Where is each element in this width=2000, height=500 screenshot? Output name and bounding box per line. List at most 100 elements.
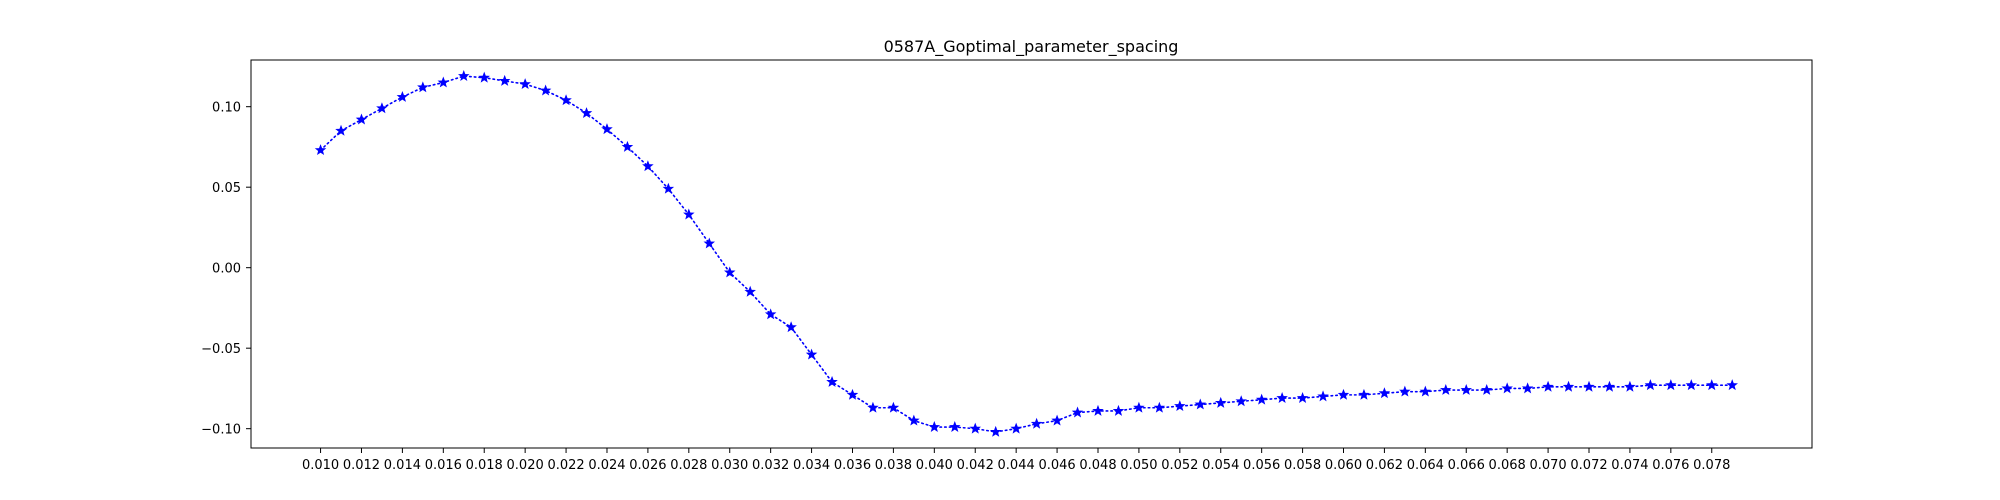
x-tick-label: 0.056 — [1243, 458, 1280, 473]
data-point-marker — [1317, 390, 1329, 402]
data-point-marker — [396, 90, 409, 102]
x-tick-label: 0.068 — [1489, 458, 1526, 473]
data-point-marker — [1440, 383, 1452, 395]
data-point-marker — [1624, 380, 1636, 392]
data-point-marker — [785, 321, 797, 333]
data-point-marker — [1071, 406, 1084, 418]
y-tick-label: 0.05 — [212, 181, 241, 196]
data-point-marker — [908, 414, 920, 426]
data-point-marker — [1174, 400, 1186, 412]
x-tick-label: 0.050 — [1120, 458, 1157, 473]
data-point-marker — [1460, 383, 1472, 395]
data-point-marker — [1092, 404, 1104, 416]
data-point-marker — [1296, 392, 1309, 403]
data-point-marker — [437, 76, 450, 88]
x-tick-label: 0.020 — [507, 458, 544, 473]
x-tick-label: 0.034 — [793, 458, 830, 473]
series-layer — [314, 70, 1738, 437]
data-point-marker — [1685, 379, 1698, 391]
data-point-marker — [1133, 401, 1145, 413]
x-tick-label: 0.036 — [834, 458, 871, 473]
x-tick-label: 0.016 — [425, 458, 462, 473]
data-point-marker — [1706, 379, 1718, 391]
x-tick-label: 0.062 — [1366, 458, 1403, 473]
x-tick-label: 0.060 — [1325, 458, 1362, 473]
data-point-marker — [580, 107, 593, 119]
data-point-marker — [805, 348, 818, 360]
data-point-marker — [642, 160, 654, 172]
data-point-marker — [1051, 414, 1063, 426]
data-point-marker — [314, 144, 327, 156]
series-line — [319, 75, 1734, 433]
data-point-marker — [662, 182, 675, 194]
data-point-marker — [1583, 380, 1595, 392]
data-point-marker — [1501, 382, 1513, 394]
x-tick-label: 0.078 — [1693, 458, 1730, 473]
x-tick-label: 0.032 — [752, 458, 789, 473]
plot-area-frame — [250, 59, 1813, 449]
data-point-marker — [1521, 382, 1534, 394]
x-axis-ticks: 0.010 0.012 0.014 0.016 0.018 0.020 0.022 0.024… — [302, 448, 1730, 473]
x-tick-label: 0.074 — [1611, 458, 1648, 473]
data-point-marker — [887, 401, 900, 413]
x-tick-label: 0.058 — [1284, 458, 1321, 473]
x-tick-label: 0.014 — [384, 458, 421, 473]
y-tick-label: 0.10 — [212, 101, 241, 116]
x-tick-label: 0.024 — [588, 458, 625, 473]
data-point-marker — [539, 84, 552, 96]
data-point-marker — [764, 308, 777, 320]
data-point-marker — [1665, 379, 1677, 391]
data-point-marker — [335, 124, 347, 136]
y-tick-label: 0.00 — [212, 262, 241, 277]
y-tick-label: −0.10 — [201, 423, 241, 438]
x-tick-label: 0.054 — [1202, 458, 1239, 473]
data-point-marker — [1480, 383, 1493, 395]
data-point-marker — [683, 208, 695, 220]
data-point-marker — [723, 266, 736, 278]
x-tick-label: 0.048 — [1079, 458, 1116, 473]
data-point-marker — [458, 70, 470, 81]
x-tick-label: 0.030 — [711, 458, 748, 473]
x-tick-label: 0.052 — [1161, 458, 1198, 473]
data-point-marker — [826, 375, 838, 387]
x-tick-label: 0.064 — [1407, 458, 1444, 473]
x-tick-label: 0.010 — [302, 458, 339, 473]
x-tick-label: 0.038 — [875, 458, 912, 473]
data-point-marker — [355, 113, 368, 125]
data-point-marker — [1419, 385, 1432, 397]
data-point-marker — [867, 401, 879, 413]
data-point-marker — [1378, 387, 1391, 399]
x-tick-label: 0.012 — [343, 458, 380, 473]
data-point-marker — [969, 422, 981, 434]
x-tick-label: 0.042 — [957, 458, 994, 473]
x-tick-label: 0.066 — [1448, 458, 1485, 473]
y-tick-label: −0.05 — [201, 342, 241, 357]
data-point-marker — [376, 102, 388, 114]
data-point-marker — [928, 421, 941, 432]
data-point-marker — [1214, 396, 1227, 408]
data-point-marker — [989, 425, 1002, 437]
data-point-marker — [1399, 385, 1411, 397]
data-point-marker — [478, 71, 490, 83]
data-point-marker — [498, 74, 511, 86]
data-point-marker — [1644, 379, 1657, 391]
data-point-marker — [703, 237, 716, 249]
data-point-marker — [1542, 380, 1554, 392]
data-point-marker — [1603, 380, 1616, 392]
x-tick-label: 0.072 — [1570, 458, 1607, 473]
x-tick-label: 0.028 — [670, 458, 707, 473]
data-point-marker — [621, 140, 634, 152]
data-point-marker — [1562, 380, 1575, 392]
data-point-marker — [1010, 422, 1022, 434]
data-point-marker — [1358, 388, 1370, 400]
data-point-marker — [560, 94, 572, 106]
x-tick-label: 0.070 — [1529, 458, 1566, 473]
data-point-marker — [846, 388, 859, 400]
data-point-marker — [744, 285, 756, 297]
x-tick-label: 0.026 — [629, 458, 666, 473]
data-point-marker — [417, 81, 429, 93]
chart-title: 0587A_Goptimal_parameter_spacing — [884, 37, 1179, 57]
data-point-marker — [1030, 417, 1043, 429]
data-point-marker — [1255, 393, 1268, 405]
